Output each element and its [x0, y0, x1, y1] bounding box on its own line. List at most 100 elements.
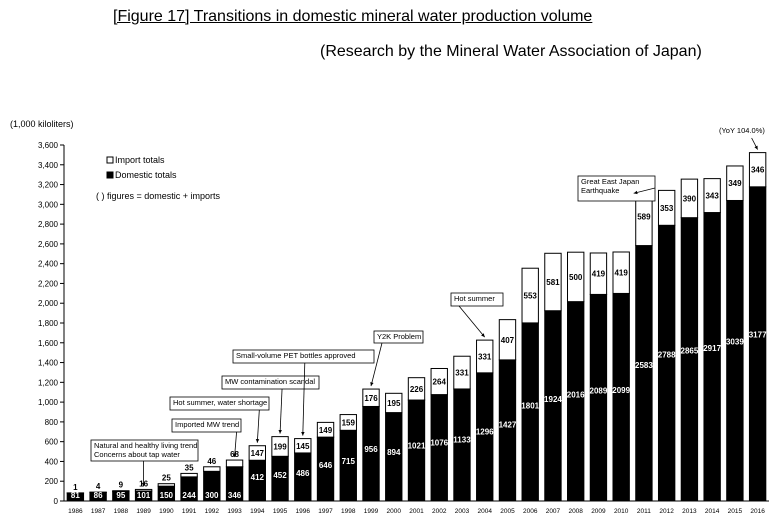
annotation-box: [169, 396, 270, 411]
bar-import: [544, 252, 562, 312]
bar-import: [680, 178, 699, 219]
import-value-label: 176: [364, 394, 378, 403]
bar-import: [703, 178, 721, 214]
import-value-label: 346: [751, 166, 765, 175]
domestic-value-label: 2089: [590, 387, 608, 396]
y-tick-label: 3,400: [38, 161, 59, 170]
import-value-label: 331: [455, 369, 469, 378]
annotation-text: (YoY 104.0%): [719, 126, 765, 135]
y-tick-label: 2,800: [38, 220, 59, 229]
x-tick-label: 1989: [136, 508, 151, 515]
x-tick-label: 2013: [682, 508, 697, 515]
x-tick-label: 2008: [568, 508, 583, 515]
domestic-value-label: 95: [116, 491, 125, 500]
bar-import: [180, 472, 198, 478]
import-value-label: 349: [728, 179, 742, 188]
legend-label-import: Import totals: [115, 155, 165, 165]
x-tick-label: 2000: [387, 508, 402, 515]
y-tick-label: 2,400: [38, 260, 59, 269]
annotation-arrow-line: [256, 409, 260, 443]
annotation-box: [221, 375, 320, 390]
bar-import: [453, 355, 471, 390]
chart-title: [Figure 17] Transitions in domestic mine…: [113, 8, 593, 25]
domestic-value-label: 894: [387, 448, 401, 457]
legend-swatch-import: [106, 156, 114, 164]
domestic-value-label: 101: [137, 491, 151, 500]
bar-import: [498, 319, 517, 361]
annotation-text: Great East Japan: [581, 177, 639, 186]
import-value-label: 589: [637, 212, 651, 221]
import-value-label: 149: [319, 426, 333, 435]
import-value-label: 343: [705, 192, 719, 201]
annotation-arrowhead: [301, 431, 305, 436]
import-value-label: 419: [614, 269, 628, 278]
y-tick-label: 0: [54, 497, 59, 506]
x-tick-label: 1998: [341, 508, 356, 515]
bar-domestic: [748, 186, 767, 502]
annotation-text: Imported MW trend: [175, 420, 239, 429]
y-tick-label: 2,200: [38, 279, 59, 288]
import-value-label: 199: [273, 442, 287, 451]
x-tick-label: 1992: [205, 508, 220, 515]
import-value-label: 553: [524, 292, 538, 301]
domestic-value-label: 646: [319, 461, 333, 470]
bar-import: [726, 165, 744, 201]
annotation-text: Concerns about tap water: [94, 450, 180, 459]
y-tick-label: 800: [45, 418, 59, 427]
domestic-value-label: 2016: [567, 390, 585, 399]
domestic-value-label: 1021: [408, 441, 426, 450]
domestic-value-label: 1924: [544, 395, 562, 404]
x-tick-label: 2010: [614, 508, 629, 515]
y-tick-label: 400: [45, 457, 59, 466]
domestic-value-label: 86: [94, 491, 103, 500]
import-value-label: 145: [296, 442, 310, 451]
annotation-arrow-line: [302, 362, 306, 436]
y-tick-label: 1,000: [38, 398, 59, 407]
bar-domestic: [703, 212, 721, 502]
annotation-text: Hot summer, water shortage: [173, 398, 267, 407]
bar-import: [248, 445, 266, 461]
annotation-arrow-line: [234, 431, 237, 458]
y-tick-label: 3,200: [38, 181, 59, 190]
annotation-box: [450, 292, 504, 307]
bar-import: [316, 421, 335, 438]
bar-import: [521, 267, 539, 324]
bar-import: [567, 251, 585, 303]
annotation-arrow-line: [458, 305, 486, 338]
domestic-value-label: 1427: [499, 421, 517, 430]
y-tick-label: 1,600: [38, 339, 59, 348]
y-tick-label: 1,400: [38, 359, 59, 368]
domestic-value-label: 150: [160, 491, 174, 500]
chart-subtitle: (Research by the Mineral Water Associati…: [320, 43, 702, 60]
x-tick-label: 2003: [455, 508, 470, 515]
annotation-arrow-line: [370, 342, 383, 387]
x-tick-label: 2007: [546, 508, 561, 515]
y-tick-label: 3,000: [38, 200, 59, 209]
domestic-value-label: 81: [71, 491, 80, 500]
x-tick-label: 2002: [432, 508, 447, 515]
domestic-value-label: 1296: [476, 427, 494, 436]
y-tick-label: 600: [45, 438, 59, 447]
annotation-text: Small-volume PET bottles approved: [236, 351, 356, 360]
bar-import: [112, 490, 130, 493]
bar-import: [134, 488, 153, 492]
annotation-text: Hot summer: [454, 294, 495, 303]
annotation-arrow-line: [633, 187, 656, 194]
x-tick-label: 1988: [114, 508, 129, 515]
import-value-label: 581: [546, 278, 560, 287]
bar-domestic: [726, 199, 744, 502]
import-value-label: 419: [592, 270, 606, 279]
bars: 8111986864198795919881011619891502519902…: [66, 152, 767, 515]
x-tick-label: 2006: [523, 508, 538, 515]
bar-import: [157, 483, 176, 487]
legend: Import totals Domestic totals ( ) figures …: [96, 155, 221, 201]
annotation-arrowhead: [141, 482, 146, 487]
x-tick-label: 1986: [68, 508, 83, 515]
bar-import: [362, 388, 380, 407]
x-tick-label: 1994: [250, 508, 265, 515]
annotation-arrowhead: [278, 429, 282, 434]
bar-domestic: [498, 359, 517, 502]
bar-domestic: [544, 310, 562, 502]
bar-import: [407, 377, 426, 401]
legend-note: ( ) figures = domestic + imports: [96, 191, 221, 201]
